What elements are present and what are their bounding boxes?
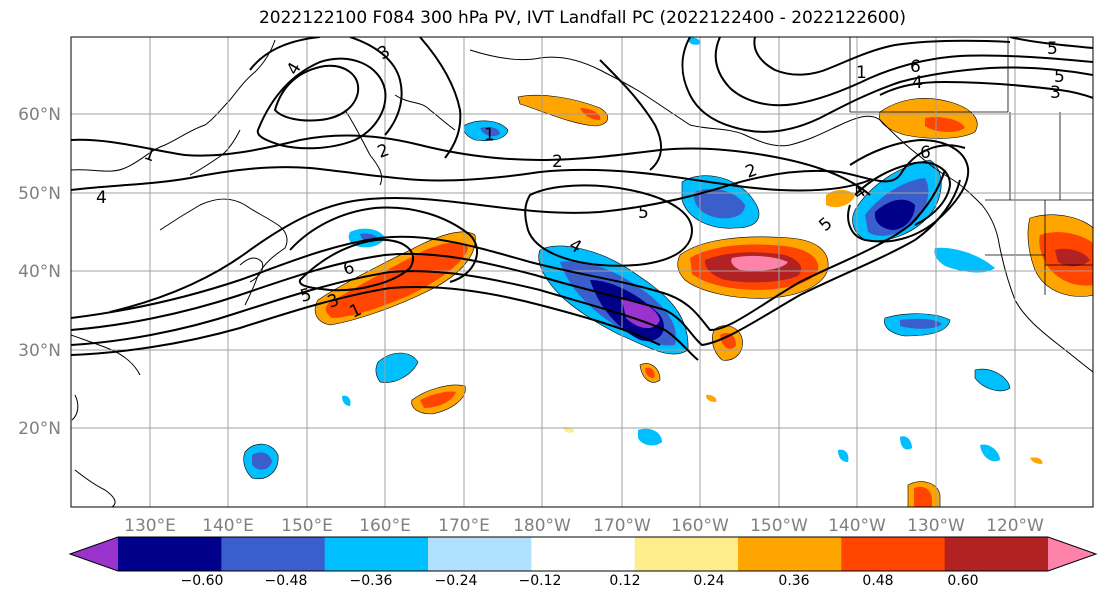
longitude-label: 140°E <box>202 516 254 536</box>
contour-label: 4 <box>96 188 107 208</box>
colorbar-segment <box>70 537 118 571</box>
colorbar-segment <box>1048 537 1096 571</box>
longitude-labels: 130°E 140°E 150°E 160°E 170°E 180°W 170°… <box>124 516 1044 536</box>
colorbar-segment <box>221 537 326 571</box>
colorbar-segment <box>428 537 532 571</box>
colorbar-segment <box>118 537 222 571</box>
longitude-label: 120°W <box>986 516 1044 536</box>
longitude-label: 160°W <box>671 516 729 536</box>
colorbar-segment <box>531 537 636 571</box>
gridlines <box>71 37 1093 507</box>
colorbar-tick-label: −0.36 <box>350 573 393 589</box>
longitude-label: 160°E <box>359 516 411 536</box>
chart-title: 2022122100 F084 300 hPa PV, IVT Landfall… <box>258 8 906 28</box>
contour-label: 5 <box>638 203 649 223</box>
colorbar-outline <box>68 536 1098 572</box>
plot-frame <box>70 36 1094 508</box>
latitude-label: 50°N <box>18 184 61 204</box>
colorbar-segment <box>634 537 739 571</box>
colorbar <box>68 536 1098 572</box>
colorbar-tick-label: 0.24 <box>693 573 724 589</box>
colorbar-tick-label: 0.48 <box>862 573 893 589</box>
contour-lines <box>71 37 1093 361</box>
colorbar-tick-label: 0.12 <box>609 573 640 589</box>
colorbar-tick-label: −0.48 <box>265 573 308 589</box>
colorbar-tick-label: −0.60 <box>181 573 224 589</box>
latitude-labels: 60°N 50°N 40°N 30°N 20°N <box>18 105 61 439</box>
colorbar-segment <box>738 537 842 571</box>
contour-label: 6 <box>920 143 931 163</box>
latitude-label: 60°N <box>18 105 61 125</box>
contour-label: 6 <box>910 57 921 77</box>
latitude-label: 40°N <box>18 262 61 282</box>
longitude-label: 140°W <box>828 516 886 536</box>
contour-label: 4 <box>912 73 923 93</box>
colorbar-tick-label: −0.24 <box>435 573 478 589</box>
borders <box>849 37 1093 295</box>
colorbar-tick-label: −0.12 <box>519 573 562 589</box>
contour-label: 5 <box>298 285 314 307</box>
contour-label: 6 <box>341 258 357 280</box>
longitude-label: 150°E <box>281 516 333 536</box>
contour-label: 1 <box>856 63 867 83</box>
contour-label: 5 <box>1054 67 1065 87</box>
longitude-label: 170°W <box>593 516 651 536</box>
colorbar-segment <box>841 537 946 571</box>
latitude-label: 20°N <box>18 419 61 439</box>
colorbar-tick-label: 0.60 <box>947 573 978 589</box>
contour-label: 1 <box>484 125 495 145</box>
contour-label: 5 <box>1047 39 1058 59</box>
longitude-label: 170°E <box>438 516 490 536</box>
contour-label: 3 <box>1050 83 1061 103</box>
longitude-label: 130°E <box>124 516 176 536</box>
longitude-label: 180°W <box>513 516 571 536</box>
longitude-label: 130°W <box>907 516 965 536</box>
contour-label: 2 <box>552 152 563 172</box>
colorbar-segment <box>944 537 1049 571</box>
colorbar-labels: −0.60 −0.48 −0.36 −0.24 −0.12 0.12 0.24 … <box>181 573 979 589</box>
positive-anomaly-regions <box>314 94 1093 507</box>
colorbar-segment <box>324 537 429 571</box>
colorbar-tick-label: 0.36 <box>778 573 809 589</box>
longitude-label: 150°W <box>750 516 808 536</box>
latitude-label: 30°N <box>18 341 61 361</box>
